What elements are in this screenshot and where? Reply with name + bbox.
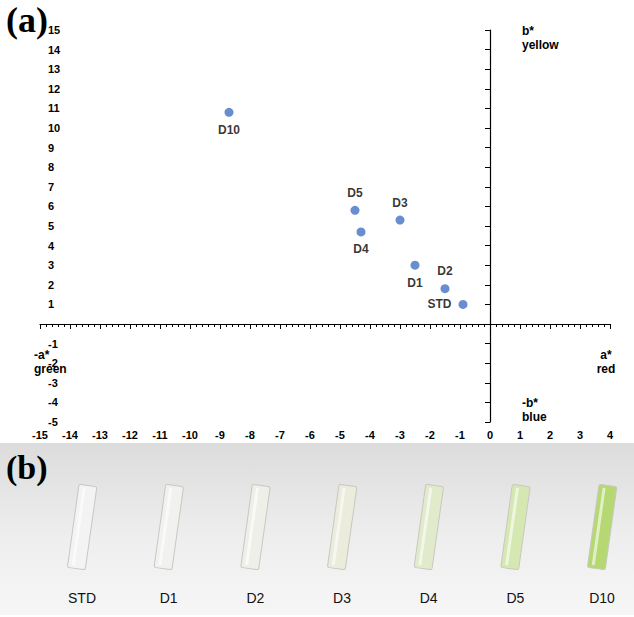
svg-text:10: 10 <box>48 122 60 134</box>
svg-text:D3: D3 <box>392 196 408 210</box>
svg-text:-15: -15 <box>32 429 48 441</box>
svg-text:green: green <box>34 362 67 376</box>
svg-text:-1: -1 <box>455 429 465 441</box>
svg-text:15: 15 <box>48 24 60 36</box>
svg-text:-3: -3 <box>395 429 405 441</box>
svg-text:D4: D4 <box>420 590 438 606</box>
svg-text:13: 13 <box>48 63 60 75</box>
svg-text:-11: -11 <box>152 429 167 441</box>
svg-text:STD: STD <box>428 297 452 311</box>
svg-text:-8: -8 <box>245 429 255 441</box>
svg-text:-b*: -b* <box>522 396 538 410</box>
svg-text:4: 4 <box>607 429 614 441</box>
svg-text:1: 1 <box>517 429 523 441</box>
svg-text:D2: D2 <box>246 590 264 606</box>
svg-text:4: 4 <box>48 240 55 252</box>
svg-text:(b): (b) <box>6 449 48 487</box>
svg-text:14: 14 <box>48 44 61 56</box>
svg-text:11: 11 <box>48 102 60 114</box>
svg-text:D5: D5 <box>347 186 363 200</box>
svg-text:-5: -5 <box>335 429 345 441</box>
svg-text:-5: -5 <box>48 416 58 428</box>
svg-text:-12: -12 <box>122 429 138 441</box>
svg-text:(a): (a) <box>6 0 48 40</box>
svg-text:-2: -2 <box>48 357 58 369</box>
svg-text:D3: D3 <box>333 590 351 606</box>
svg-text:12: 12 <box>48 83 60 95</box>
svg-text:3: 3 <box>48 259 54 271</box>
svg-text:D1: D1 <box>160 590 178 606</box>
svg-text:5: 5 <box>48 220 54 232</box>
svg-text:3: 3 <box>577 429 583 441</box>
svg-text:-7: -7 <box>275 429 285 441</box>
svg-text:-a*: -a* <box>34 348 50 362</box>
svg-text:2: 2 <box>48 279 54 291</box>
svg-text:6: 6 <box>48 200 54 212</box>
svg-text:blue: blue <box>522 410 547 424</box>
svg-text:-1: -1 <box>48 338 58 350</box>
svg-text:8: 8 <box>48 161 54 173</box>
svg-text:2: 2 <box>547 429 553 441</box>
svg-text:D10: D10 <box>589 590 615 606</box>
svg-text:b*: b* <box>522 24 534 38</box>
svg-text:-9: -9 <box>215 429 225 441</box>
svg-text:1: 1 <box>48 298 54 310</box>
svg-text:D5: D5 <box>506 590 524 606</box>
svg-text:D10: D10 <box>218 123 240 137</box>
svg-text:0: 0 <box>487 429 493 441</box>
svg-text:a*: a* <box>600 348 612 362</box>
svg-text:yellow: yellow <box>522 38 559 52</box>
svg-text:-14: -14 <box>62 429 79 441</box>
svg-text:-4: -4 <box>48 396 59 408</box>
svg-text:red: red <box>597 362 616 376</box>
svg-text:-6: -6 <box>305 429 315 441</box>
svg-text:D4: D4 <box>353 242 369 256</box>
svg-text:-2: -2 <box>425 429 435 441</box>
svg-text:-13: -13 <box>92 429 108 441</box>
svg-text:D1: D1 <box>407 276 423 290</box>
svg-text:-4: -4 <box>365 429 376 441</box>
svg-text:STD: STD <box>68 590 96 606</box>
svg-text:-3: -3 <box>48 377 58 389</box>
svg-text:9: 9 <box>48 142 54 154</box>
svg-text:7: 7 <box>48 181 54 193</box>
svg-text:D2: D2 <box>437 264 453 278</box>
svg-text:-10: -10 <box>182 429 198 441</box>
